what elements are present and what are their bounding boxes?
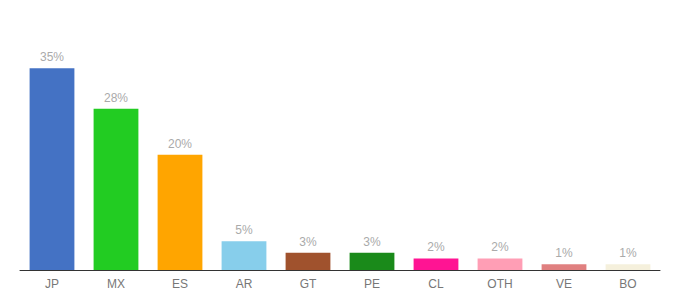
svg-text:20%: 20% [168,137,192,151]
svg-text:1%: 1% [555,246,573,260]
svg-text:1%: 1% [619,246,637,260]
svg-text:BO: BO [619,277,636,291]
svg-text:35%: 35% [40,50,64,64]
svg-text:ES: ES [172,277,188,291]
svg-text:PE: PE [364,277,380,291]
svg-text:AR: AR [236,277,253,291]
svg-text:VE: VE [556,277,572,291]
svg-text:2%: 2% [491,240,509,254]
svg-text:28%: 28% [104,91,128,105]
svg-text:3%: 3% [299,235,317,249]
svg-text:2%: 2% [427,240,445,254]
svg-text:OTH: OTH [487,277,512,291]
svg-text:GT: GT [300,277,317,291]
svg-text:5%: 5% [235,223,253,237]
svg-text:JP: JP [45,277,59,291]
svg-text:3%: 3% [363,235,381,249]
svg-text:MX: MX [107,277,125,291]
svg-text:CL: CL [428,277,444,291]
